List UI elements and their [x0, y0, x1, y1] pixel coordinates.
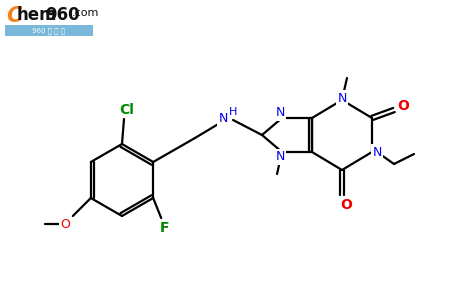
Text: hem: hem	[17, 6, 57, 24]
Text: N: N	[337, 91, 346, 105]
Text: N: N	[275, 106, 285, 120]
FancyBboxPatch shape	[5, 25, 93, 36]
Text: O: O	[397, 99, 409, 113]
Text: 960 化 工 网: 960 化 工 网	[33, 28, 65, 34]
Text: O: O	[340, 198, 352, 212]
Text: N: N	[219, 112, 228, 125]
Text: .com: .com	[72, 8, 100, 18]
Text: Cl: Cl	[119, 103, 135, 117]
Text: H: H	[229, 107, 237, 117]
Text: F: F	[159, 221, 169, 235]
Text: N: N	[372, 146, 382, 159]
Text: N: N	[275, 151, 285, 163]
Text: C: C	[6, 6, 21, 26]
Text: O: O	[60, 217, 70, 231]
Text: 960: 960	[45, 6, 80, 24]
